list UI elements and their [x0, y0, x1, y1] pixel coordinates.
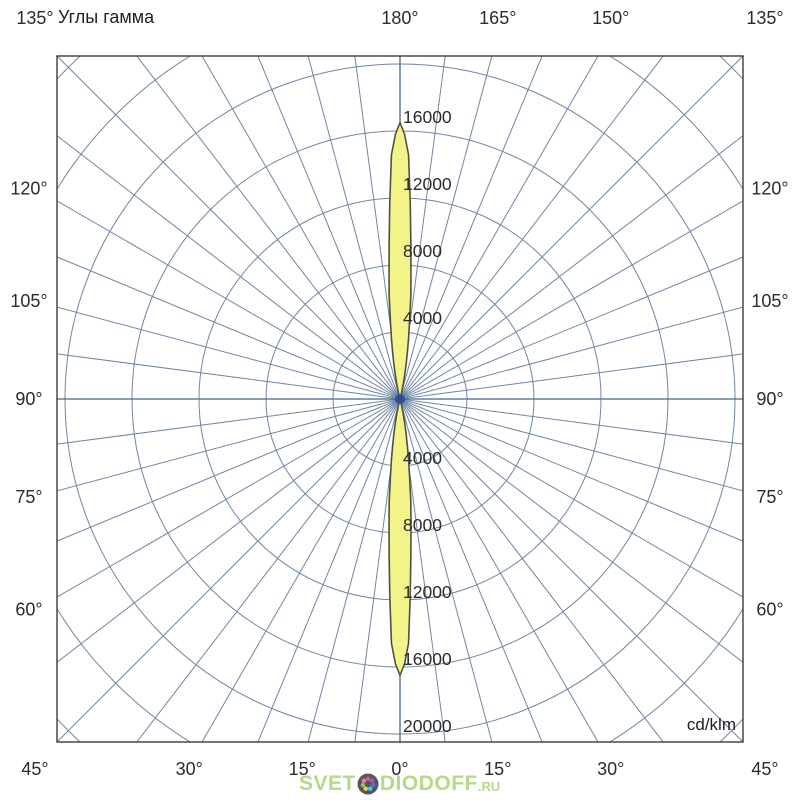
frame: [56, 55, 744, 743]
ring-value-label: 12000: [403, 174, 452, 194]
watermark-text-left: SVET: [299, 772, 356, 795]
ring-value-label: 16000: [403, 107, 452, 127]
ring-value-label: 16000: [403, 649, 452, 669]
ring-value-label: 20000: [403, 716, 452, 736]
ring-value-label: 4000: [403, 308, 442, 328]
gamma-angle-label: 60°: [756, 600, 783, 620]
gamma-angle-label: 120°: [751, 178, 788, 198]
gamma-angle-label: 0°: [391, 759, 408, 779]
gamma-angle-label: 135°: [746, 8, 783, 28]
logo-dot: [363, 786, 368, 791]
intensity-lobe-up: [388, 121, 412, 400]
gamma-angle-label: 30°: [597, 759, 624, 779]
ring-value-label: 12000: [403, 582, 452, 602]
logo-dot: [361, 778, 366, 783]
logo-dot: [360, 782, 365, 788]
ring-value-label: 8000: [403, 515, 442, 535]
ring-value-label: 8000: [403, 241, 442, 261]
units-label: cd/klm: [686, 715, 736, 734]
gamma-angle-label: 135°: [16, 8, 53, 28]
gamma-angle-label: 150°: [592, 8, 629, 28]
gamma-angle-label: 180°: [381, 8, 418, 28]
gamma-angle-label: 90°: [756, 389, 783, 409]
gamma-angle-label: 165°: [479, 8, 516, 28]
gamma-angle-label: 45°: [21, 759, 48, 779]
diagram-title: Углы гамма: [58, 7, 155, 27]
logo-circle: [357, 773, 379, 795]
watermark: SVET DIODOFF .RU: [299, 772, 500, 796]
logo-dot: [367, 786, 373, 791]
logo-dot: [369, 778, 375, 783]
gamma-angle-label: 90°: [15, 389, 42, 409]
logo-dot: [370, 782, 376, 788]
gamma-angle-label: 105°: [10, 291, 47, 311]
gamma-angle-label: 15°: [484, 759, 511, 779]
svetodiodoff-logo-icon: [357, 773, 379, 795]
gamma-angle-label: 45°: [751, 759, 778, 779]
ring-value-label: 4000: [403, 448, 442, 468]
gamma-angle-label: 75°: [756, 487, 783, 507]
watermark-text-right: DIODOFF: [379, 772, 478, 795]
gamma-angle-label: 105°: [751, 291, 788, 311]
logo-dot: [365, 776, 371, 781]
gamma-angle-label: 75°: [15, 487, 42, 507]
gamma-angle-label: 120°: [10, 178, 47, 198]
intensity-lobe-down: [388, 398, 412, 677]
center-dot: [395, 394, 405, 404]
watermark-tld: .RU: [477, 779, 501, 794]
gamma-angle-label: 15°: [289, 759, 316, 779]
gamma-angle-label: 60°: [15, 600, 42, 620]
gamma-angle-label: 30°: [176, 759, 203, 779]
